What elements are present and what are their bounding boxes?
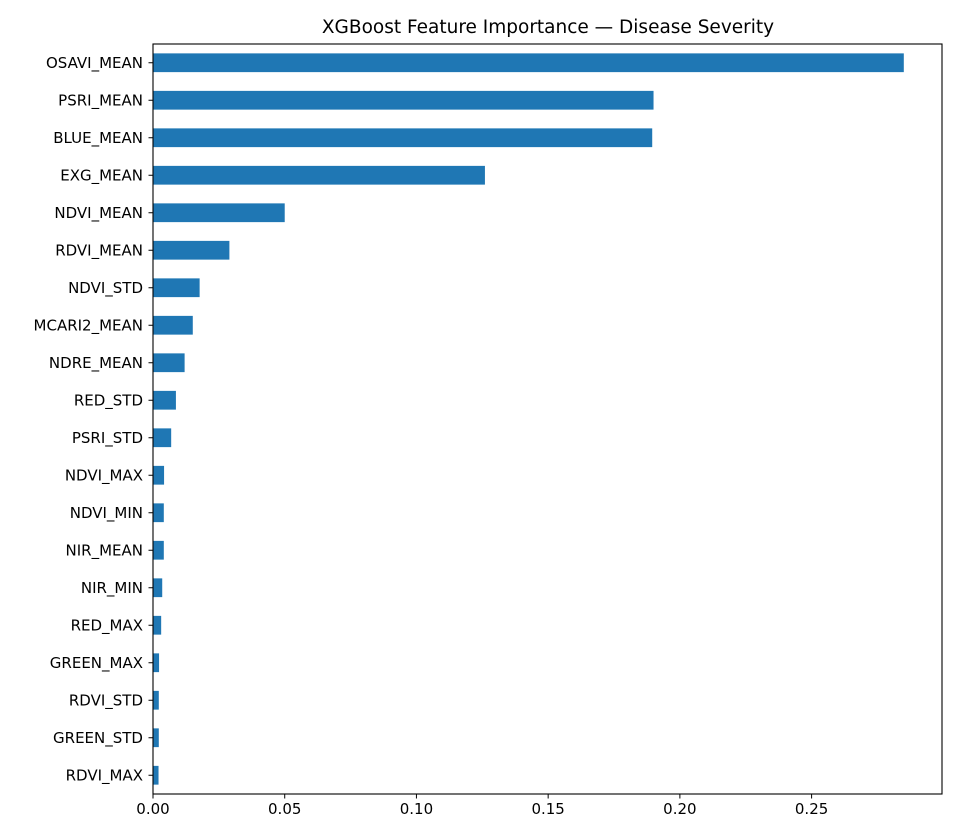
- y-tick-label: RDVI_MEAN: [55, 241, 143, 260]
- bar-mcari2-mean: [153, 315, 193, 335]
- x-tick-label: 0.05: [268, 800, 301, 818]
- y-tick-label: PSRI_STD: [72, 429, 143, 448]
- x-tick-label: 0.15: [531, 800, 564, 818]
- y-tick-label: GREEN_MAX: [50, 654, 143, 673]
- y-tick-label: RED_MAX: [71, 616, 143, 635]
- x-tick-label: 0.20: [663, 800, 696, 818]
- y-tick-label: RDVI_STD: [69, 691, 143, 710]
- y-tick-label: NDVI_STD: [68, 279, 143, 298]
- y-tick-label: NIR_MIN: [81, 579, 143, 598]
- plot-frame: [152, 43, 943, 795]
- bar-red-max: [153, 615, 162, 635]
- bar-rdvi-max: [153, 765, 159, 785]
- x-axis: 0.00 0.05 0.10 0.15 0.20 0.25: [136, 794, 828, 818]
- y-tick-label: PSRI_MEAN: [58, 91, 143, 110]
- bar-ndvi-std: [153, 278, 200, 298]
- y-tick-label: NDVI_MAX: [65, 466, 143, 485]
- y-axis: OSAVI_MEAN PSRI_MEAN BLUE_MEAN EXG_MEAN NDVI…: [34, 54, 153, 785]
- bars-group: [153, 53, 904, 785]
- y-tick-label: RED_STD: [74, 391, 143, 410]
- x-tick-label: 0.25: [795, 800, 828, 818]
- y-tick-label: NDVI_MEAN: [54, 204, 143, 223]
- bar-ndre-mean: [153, 353, 185, 373]
- bar-green-max: [153, 653, 160, 673]
- y-tick-label: NDVI_MIN: [70, 504, 143, 523]
- bar-ndvi-mean: [153, 203, 285, 223]
- bar-rdvi-std: [153, 690, 159, 710]
- y-tick-label: EXG_MEAN: [60, 166, 143, 185]
- bar-red-std: [153, 390, 176, 410]
- y-tick-label: MCARI2_MEAN: [34, 316, 143, 335]
- bar-blue-mean: [153, 128, 653, 148]
- chart-title: XGBoost Feature Importance — Disease Sev…: [322, 17, 774, 38]
- y-tick-label: NDRE_MEAN: [49, 354, 143, 373]
- bar-exg-mean: [153, 165, 485, 185]
- bar-rdvi-mean: [153, 240, 230, 260]
- x-tick-label: 0.00: [136, 800, 169, 818]
- bar-psri-mean: [153, 90, 654, 110]
- y-tick-label: OSAVI_MEAN: [46, 54, 143, 73]
- bar-osavi-mean: [153, 53, 904, 73]
- x-tick-label: 0.10: [400, 800, 433, 818]
- y-tick-label: BLUE_MEAN: [53, 129, 143, 148]
- bar-ndvi-min: [153, 503, 164, 523]
- y-tick-label: GREEN_STD: [53, 729, 143, 748]
- bar-psri-std: [153, 428, 172, 448]
- y-tick-label: RDVI_MAX: [66, 766, 143, 785]
- bar-nir-min: [153, 578, 163, 598]
- bar-nir-mean: [153, 540, 164, 560]
- bar-green-std: [153, 728, 159, 748]
- bar-ndvi-max: [153, 465, 165, 485]
- y-tick-label: NIR_MEAN: [66, 541, 143, 560]
